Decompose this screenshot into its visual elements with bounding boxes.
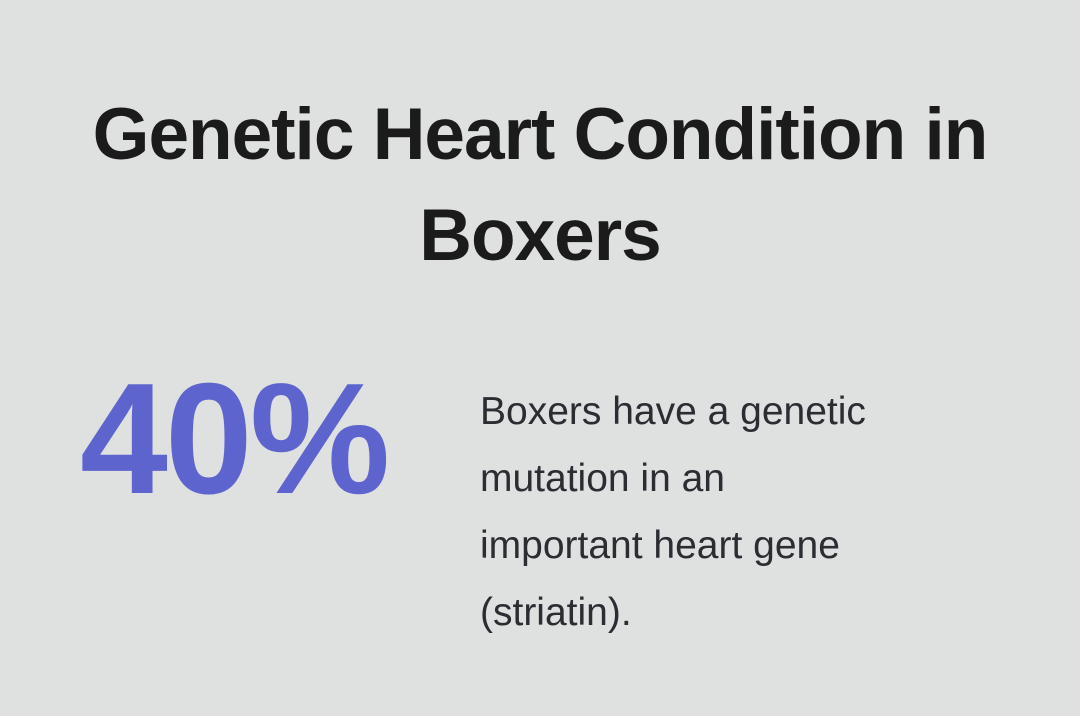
stat-description-line-1: Boxers have a genetic	[480, 390, 866, 433]
stat-value: 40%	[80, 351, 390, 527]
page-title-line-2: Boxers	[419, 195, 662, 276]
stat-description-line-2: mutation in an	[480, 457, 725, 500]
stat-description-line-3: important heart gene	[480, 524, 840, 567]
page-title: Genetic Heart Condition in Boxers	[0, 84, 1080, 286]
page-title-line-1: Genetic Heart Condition in	[92, 94, 989, 175]
stat-description-line-4: (striatin).	[480, 591, 632, 634]
stat-description: Boxers have a genetic mutation in an imp…	[480, 378, 1000, 646]
